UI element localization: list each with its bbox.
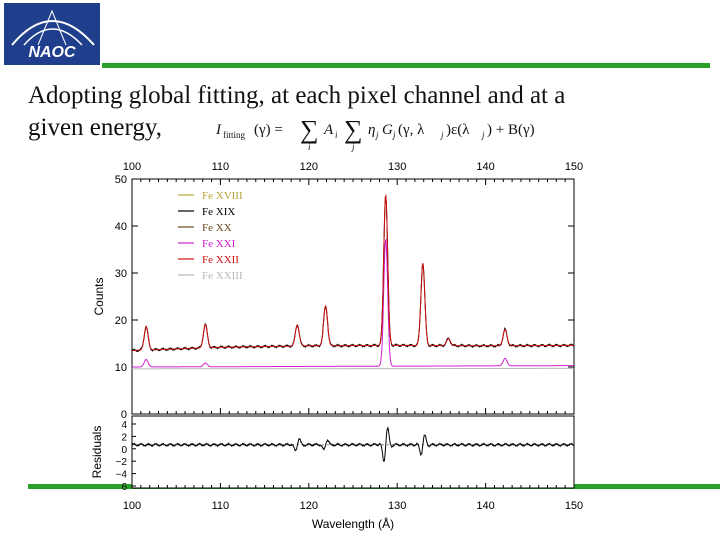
top-y-tick-label: 20: [115, 315, 127, 327]
x-axis-title: Wavelength (Å): [312, 516, 394, 531]
top-y-tick-label: 50: [115, 174, 127, 186]
spectrum-chart: 100 100 110 110 120 120 130 130 140 140 150 150 0 10 2…: [90, 161, 583, 531]
legend-label: Fe XIX: [202, 206, 235, 218]
formula-eta-sub: j: [375, 130, 379, 140]
bottom-y-tick-label: −4: [116, 470, 128, 481]
bottom-y-tick-label: 6: [121, 482, 127, 493]
top-x-tick-label: 110: [212, 161, 230, 173]
fitting-formula: I fitting (γ) = ∑ i A i ∑ j η j G j (γ, …: [215, 115, 535, 152]
y-axis-title: Counts: [92, 277, 106, 315]
legend-label: Fe XVIII: [202, 190, 243, 202]
heading-line-1: Adopting global fitting, at each pixel c…: [28, 82, 566, 109]
top-y-tick-label: 40: [115, 221, 127, 233]
legend-label: Fe XXIII: [202, 270, 243, 282]
top-x-tick-label: 120: [300, 161, 318, 173]
formula-sum-j: j: [351, 142, 355, 152]
formula-a-sub: i: [335, 130, 338, 140]
formula-eps: )ε(λ: [446, 122, 470, 138]
x-tick-label: 110: [212, 500, 230, 512]
bottom-y-tick-label: 2: [121, 432, 127, 443]
formula-g-sub: j: [392, 130, 396, 140]
residuals-axis-title: Residuals: [90, 426, 104, 479]
top-y-tick-label: 30: [115, 268, 127, 280]
green-rule: [102, 63, 710, 68]
formula-sum-j-symbol: ∑: [344, 115, 363, 144]
formula-g-arg-sub: j: [440, 130, 444, 140]
bottom-y-tick-label: −2: [116, 457, 128, 468]
formula-lhs: I: [215, 122, 222, 138]
formula-sum-i-symbol: ∑: [300, 115, 319, 144]
slide-heading: Adopting global fitting, at each pixel c…: [28, 80, 565, 144]
legend-label: Fe XX: [202, 222, 232, 234]
top-panel-frame: [131, 178, 575, 415]
formula-g-arg: (γ, λ: [398, 122, 425, 138]
bottom-y-tick-label: 0: [121, 445, 127, 456]
x-tick-label: 130: [388, 500, 406, 512]
heading-line-2: given energy,: [28, 114, 162, 141]
fe-xxi-component: [132, 238, 574, 368]
legend-label: Fe XXI: [202, 238, 236, 250]
x-tick-label: 150: [565, 500, 583, 512]
formula-lhs-arg: (γ) =: [254, 122, 283, 138]
formula-g: G: [382, 122, 393, 138]
formula-tail: ) + B(γ): [487, 122, 535, 138]
x-tick-label: 140: [476, 500, 494, 512]
x-tick-label: 120: [300, 500, 318, 512]
formula-eps-sub: j: [481, 130, 485, 140]
top-y-tick-label: 10: [115, 362, 127, 374]
top-x-tick-label: 130: [388, 161, 406, 173]
formula-lhs-sub: fitting: [223, 130, 245, 140]
legend-label: Fe XXII: [202, 254, 239, 266]
formula-eta: η: [368, 122, 375, 138]
top-y-tick-label: 0: [121, 409, 127, 421]
formula-a: A: [323, 122, 334, 138]
bottom-panel-frame: [131, 415, 575, 489]
bottom-y-tick-label: 4: [121, 420, 127, 431]
x-tick-label: 100: [123, 500, 141, 512]
residuals-line: [131, 426, 575, 463]
fitted-spectrum: [132, 193, 574, 351]
formula-sum-i: i: [308, 142, 311, 152]
top-x-tick-label: 150: [565, 161, 583, 173]
fe-xxiii-component: [132, 367, 574, 370]
naoc-logo: NAOC: [4, 3, 100, 65]
top-x-tick-label: 140: [476, 161, 494, 173]
logo-text: NAOC: [28, 44, 76, 61]
top-x-tick-label: 100: [123, 161, 141, 173]
